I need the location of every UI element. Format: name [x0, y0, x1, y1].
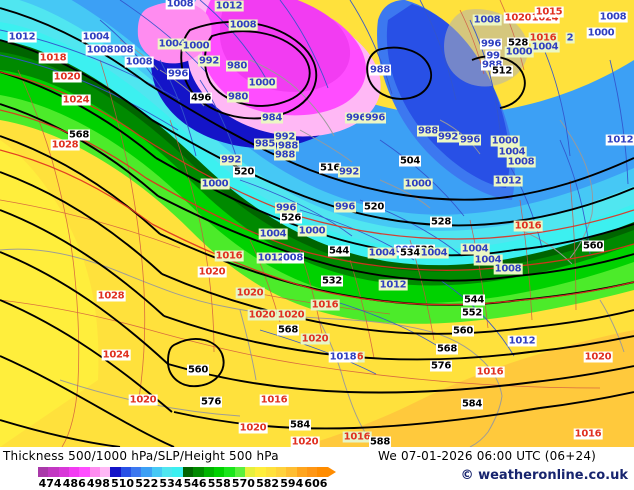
color-scale-swatches — [38, 467, 328, 477]
color-swatch — [203, 467, 214, 477]
color-swatch — [79, 467, 90, 477]
color-swatch — [182, 467, 194, 477]
color-scale-tick: 582 — [256, 477, 280, 490]
fill-wedge-yellow-west — [0, 140, 99, 447]
color-scale-tick: 594 — [280, 477, 304, 490]
color-scale-tick: 510 — [111, 477, 135, 490]
color-scale-arrow-end — [328, 467, 336, 477]
color-swatch — [296, 467, 307, 477]
color-swatch — [213, 467, 225, 477]
map-graphics — [0, 0, 634, 447]
map-footer: Thickness 500/1000 hPa/SLP/Height 500 hP… — [0, 447, 634, 490]
color-swatch — [234, 467, 245, 477]
color-swatch — [306, 467, 318, 477]
color-swatch — [162, 467, 173, 477]
color-swatch — [131, 467, 142, 477]
color-swatch — [317, 467, 328, 477]
color-scale-tick: 558 — [207, 477, 231, 490]
color-swatch — [193, 467, 204, 477]
color-swatch — [48, 467, 59, 477]
model-run-timestamp: We 07-01-2026 06:00 UTC (06+24) — [378, 449, 597, 463]
color-swatch — [255, 467, 266, 477]
color-swatch — [38, 467, 49, 477]
color-swatch — [265, 467, 276, 477]
color-scale-tick: 570 — [231, 477, 255, 490]
color-scale-tick: 534 — [159, 477, 183, 490]
color-swatch — [151, 467, 163, 477]
color-swatch — [244, 467, 256, 477]
weather-map-canvas[interactable]: 1012 1004 1008 1004 1000 1008 1008 1018 1020 1024… — [0, 0, 634, 447]
color-swatch — [58, 467, 70, 477]
color-scale-tick: 486 — [62, 477, 86, 490]
color-swatch — [275, 467, 287, 477]
color-swatch — [110, 467, 121, 477]
color-scale-tick: 474 — [38, 477, 62, 490]
color-swatch — [286, 467, 297, 477]
thickness-color-scale: 474 486 498 510 522 534 546 558 570 582 594 606 — [38, 467, 338, 490]
color-swatch — [172, 467, 183, 477]
color-swatch — [120, 467, 132, 477]
color-swatch — [69, 467, 80, 477]
product-caption: Thickness 500/1000 hPa/SLP/Height 500 hP… — [3, 449, 279, 463]
color-scale-tick: 546 — [183, 477, 207, 490]
color-swatch — [89, 467, 101, 477]
copyright-notice: © weatheronline.co.uk — [460, 468, 628, 483]
color-scale-tick: 606 — [304, 477, 328, 490]
color-swatch — [141, 467, 152, 477]
color-swatch — [100, 467, 111, 477]
color-scale-tick: 498 — [86, 477, 110, 490]
color-scale-tick: 522 — [135, 477, 159, 490]
color-swatch — [224, 467, 235, 477]
